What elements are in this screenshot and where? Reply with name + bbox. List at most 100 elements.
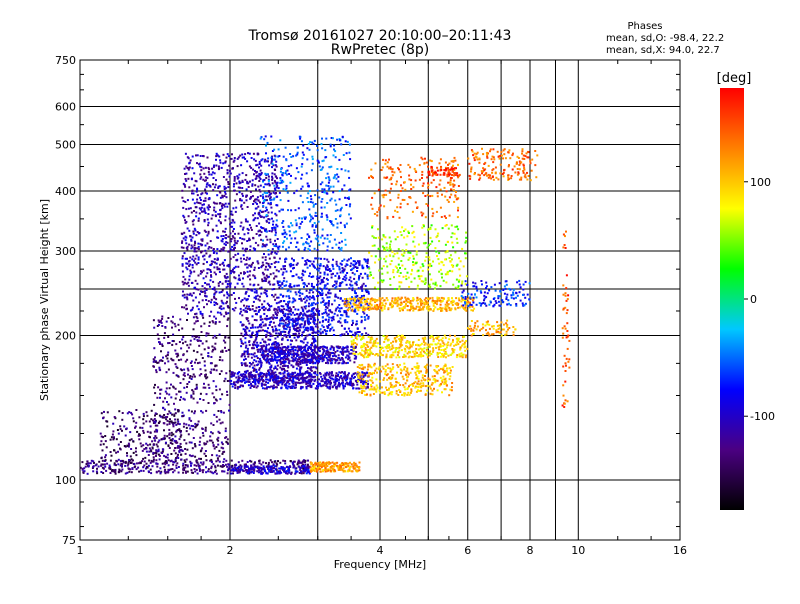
data-point [186,297,188,299]
data-point [194,250,196,252]
data-point [196,188,198,190]
data-point [323,287,325,289]
data-point [318,258,320,260]
data-point [150,472,152,474]
data-point [295,386,297,388]
data-point [278,287,280,289]
data-point [222,247,224,249]
data-point [206,283,208,285]
data-point [236,242,238,244]
data-point [241,364,243,366]
data-point [214,335,216,337]
data-point [225,441,227,443]
data-point [261,303,263,305]
data-point [178,329,180,331]
data-point [116,460,118,462]
data-point [246,248,248,250]
data-point [330,292,332,294]
data-point [324,258,326,260]
data-point [270,348,272,350]
data-point [305,262,307,264]
data-point [193,350,195,352]
data-point [217,457,219,459]
data-point [140,462,142,464]
data-point [172,471,174,473]
data-point [251,332,253,334]
data-point [162,345,164,347]
data-point [169,418,171,420]
data-point [205,430,207,432]
data-point [291,372,293,374]
data-point [350,280,352,282]
data-point [166,424,168,426]
data-point [194,287,196,289]
data-point [249,344,251,346]
data-point [289,326,291,328]
data-point [285,353,287,355]
data-point [305,328,307,330]
data-point [325,319,327,321]
data-point [241,465,243,467]
data-point [264,289,266,291]
data-point [340,314,342,316]
data-point [163,429,165,431]
data-point [300,386,302,388]
data-point [322,321,324,323]
data-point [265,236,267,238]
data-point [268,282,270,284]
data-point [153,404,155,406]
data-point [266,330,268,332]
data-point [211,346,213,348]
data-point [312,291,314,293]
data-point [225,350,227,352]
data-point [93,465,95,467]
data-point [294,314,296,316]
data-point [207,352,209,354]
data-point [345,347,347,349]
data-point [185,262,187,264]
data-point [143,470,145,472]
data-point [310,326,312,328]
data-point [361,290,363,292]
data-point [207,206,209,208]
data-point [342,351,344,353]
data-point [270,333,272,335]
data-point [165,442,167,444]
data-point [159,455,161,457]
data-point [318,310,320,312]
data-point [191,411,193,413]
data-point [227,305,229,307]
data-point [295,349,297,351]
data-point [182,415,184,417]
data-point [313,469,315,471]
data-point [344,279,346,281]
data-point [182,342,184,344]
data-point [259,309,261,311]
data-point [253,359,255,361]
data-point [246,240,248,242]
data-point [228,250,230,252]
data-point [187,199,189,201]
data-point [241,460,243,462]
data-point [118,433,120,435]
data-point [219,203,221,205]
data-point [344,385,346,387]
data-point [292,464,294,466]
data-point [183,439,185,441]
data-point [162,449,164,451]
data-point [289,319,291,321]
data-point [196,263,198,265]
data-point [303,331,305,333]
data-point [258,167,260,169]
data-point [284,372,286,374]
data-point [256,379,258,381]
data-point [150,425,152,427]
data-point [284,285,286,287]
data-point [154,356,156,358]
data-point [90,462,92,464]
data-point [328,303,330,305]
data-point [153,459,155,461]
data-point [274,338,276,340]
data-point [304,322,306,324]
data-point [327,321,329,323]
